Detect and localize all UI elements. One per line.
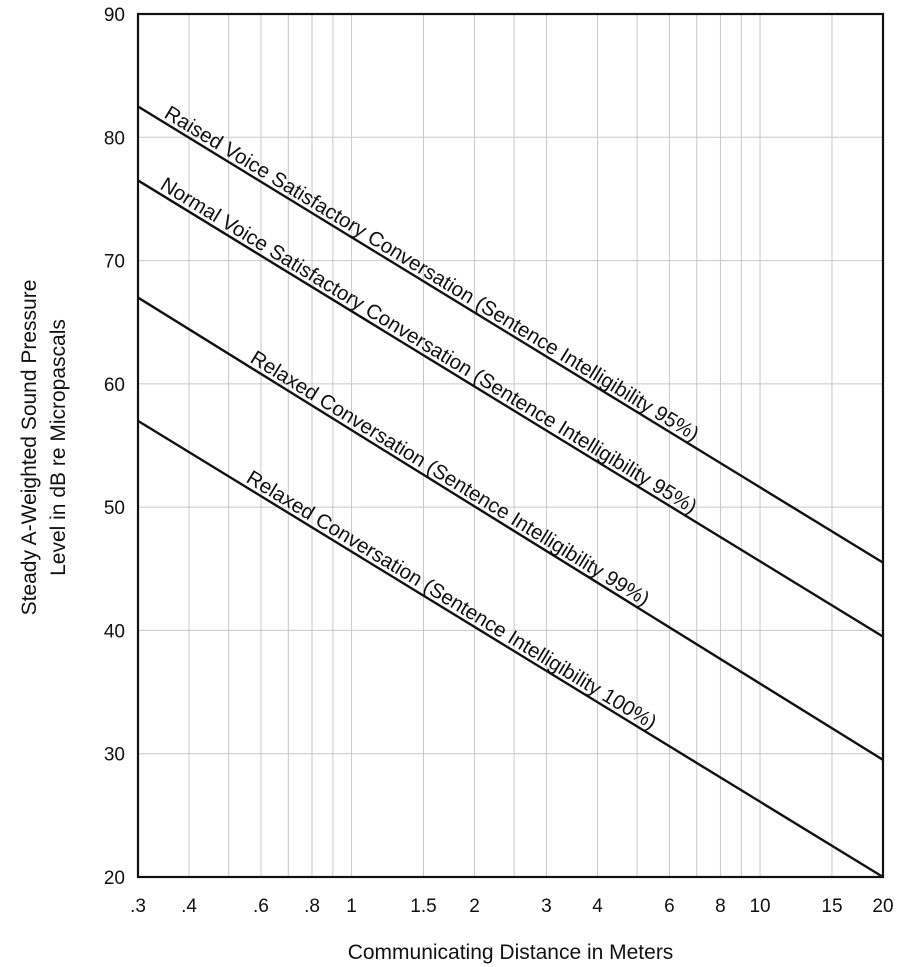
y-tick-label: 40 — [104, 621, 125, 642]
y-tick-label: 20 — [104, 868, 125, 889]
series-lines — [137, 105, 884, 879]
series-line — [137, 296, 884, 761]
y-tick-label: 50 — [104, 498, 125, 519]
x-tick-label: .3 — [130, 896, 146, 917]
series-line — [137, 419, 884, 879]
plot-frame — [136, 12, 885, 879]
y-axis-title-line-1: Steady A-Weighted Sound Pressure — [18, 280, 41, 616]
gridlines — [137, 13, 884, 878]
y-axis-title-line-2: Level in dB re Micropascals — [47, 319, 70, 576]
x-tick-label: 3 — [541, 896, 552, 917]
y-tick-label: 60 — [104, 375, 125, 396]
series-line — [137, 105, 884, 564]
x-tick-label: .8 — [304, 896, 320, 917]
series-label: Raised Voice Satisfactory Conversation (… — [160, 101, 703, 445]
x-tick-label: 1 — [346, 896, 357, 917]
series-labels: Raised Voice Satisfactory Conversation (… — [156, 101, 703, 734]
x-tick-labels: .3 .4 .6 .8 1 1.5 2 3 4 6 8 10 15 20 — [130, 896, 894, 917]
x-tick-label: .6 — [253, 896, 269, 917]
x-tick-label: 1.5 — [410, 896, 436, 917]
x-axis-title: Communicating Distance in Meters — [348, 941, 674, 964]
y-tick-label: 80 — [104, 128, 125, 149]
x-tick-label: .4 — [181, 896, 197, 917]
x-tick-label: 10 — [749, 896, 770, 917]
y-tick-label: 70 — [104, 252, 125, 273]
x-tick-label: 20 — [872, 896, 893, 917]
x-tick-label: 15 — [821, 896, 842, 917]
x-tick-label: 4 — [592, 896, 603, 917]
y-axis-title: Steady A-Weighted Sound Pressure Level i… — [18, 280, 70, 616]
x-tick-label: 6 — [664, 896, 675, 917]
x-tick-label: 8 — [715, 896, 726, 917]
y-tick-labels: 20 30 40 50 60 70 80 90 — [104, 5, 125, 889]
x-tick-label: 2 — [469, 896, 480, 917]
y-tick-label: 30 — [104, 745, 125, 766]
series-line — [137, 179, 884, 638]
y-tick-label: 90 — [104, 5, 125, 26]
